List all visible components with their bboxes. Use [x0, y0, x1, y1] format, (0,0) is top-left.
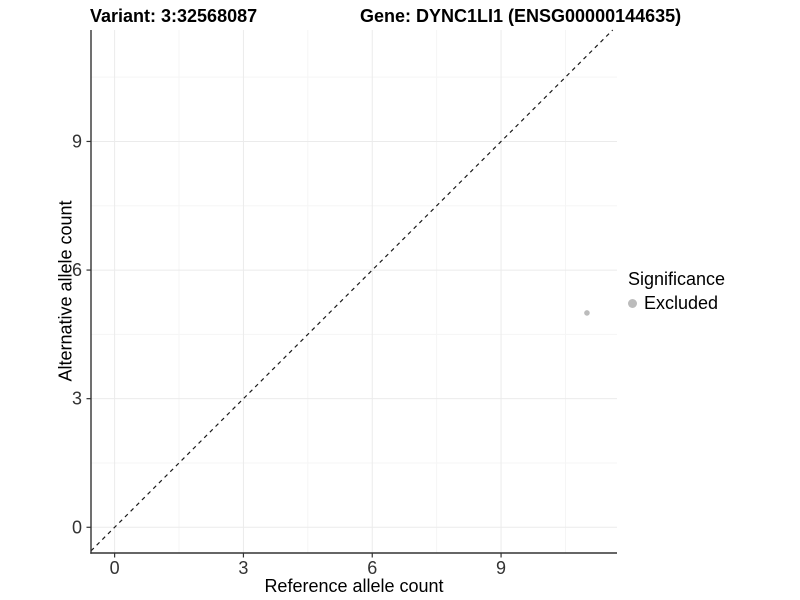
- y-tick-label: 3: [72, 389, 82, 409]
- legend: Significance Excluded: [628, 269, 725, 314]
- y-tick-label: 9: [72, 131, 82, 151]
- identity-line: [90, 29, 614, 552]
- data-point: [584, 310, 590, 316]
- y-tick-label: 6: [72, 260, 82, 280]
- legend-item-label: Excluded: [644, 293, 719, 313]
- x-axis-title: Reference allele count: [264, 576, 444, 596]
- x-tick-label: 6: [367, 558, 377, 578]
- x-tick-label: 3: [238, 558, 248, 578]
- excluded-point-swatch-icon: [628, 299, 637, 308]
- variant-title: Variant: 3:32568087: [90, 6, 258, 26]
- gene-title: Gene: DYNC1LI1 (ENSG00000144635): [360, 6, 682, 26]
- y-axis-title: Alternative allele count: [55, 200, 76, 382]
- x-tick-label: 9: [496, 558, 506, 578]
- legend-item-excluded: Excluded: [628, 293, 725, 314]
- y-tick-label: 0: [72, 517, 82, 537]
- legend-title: Significance: [628, 269, 726, 289]
- x-tick-label: 0: [110, 558, 120, 578]
